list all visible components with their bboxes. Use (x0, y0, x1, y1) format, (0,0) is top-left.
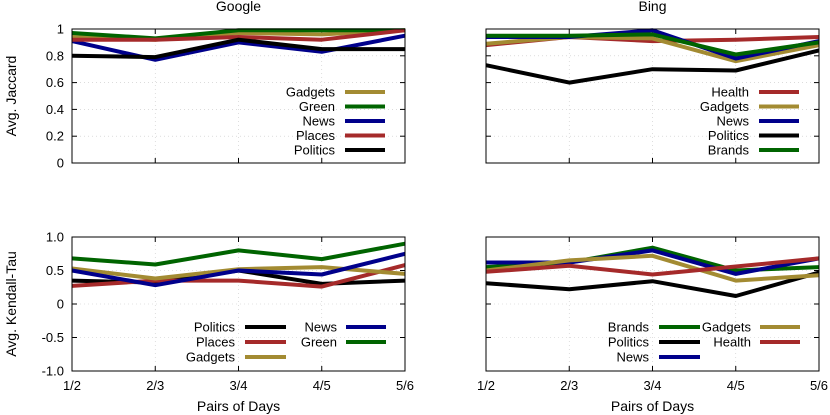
panel-3-x-tick-label: 3/4 (229, 378, 247, 393)
panel-3-series-green-line (71, 241, 406, 267)
panel-1-series-places-line (72, 28, 406, 42)
panel-3-legend-label: Gadgets (186, 350, 236, 365)
panel-3-y-tick-label: -0.5 (42, 330, 64, 345)
panel-4-plot-frame (485, 236, 820, 372)
panel-3-y-tick-label: 1.0 (46, 230, 64, 245)
panel-4-legend-label: Gadgets (702, 320, 752, 335)
panel-3-y-tick-label: 0 (57, 297, 64, 312)
panel-4-series-gadgets-line (485, 253, 820, 283)
panel-1-legend-label: Politics (294, 143, 336, 158)
panel-1-series-green-line (71, 28, 405, 41)
panel-1-legend-label: Places (296, 128, 336, 143)
panel-4-legend-label: Health (713, 335, 751, 350)
x-axis-label-right: Pairs of Days (611, 398, 694, 414)
panel-2-legend-label: Gadgets (700, 99, 750, 114)
panel-2-legend-label: Brands (708, 143, 750, 158)
panel-3-x-tick-label: 5/6 (396, 378, 414, 393)
panel-4-legend-label: Brands (608, 320, 650, 335)
panel-4-x-tick-label: 1/2 (477, 378, 495, 393)
panel-4-series-politics-line (485, 270, 820, 298)
panel-2-legend-label: Politics (708, 128, 750, 143)
panel-4-legend-label: News (616, 350, 649, 365)
panel-2-series-gadgets-line (485, 35, 820, 64)
panel-2-legend-label: Health (711, 85, 749, 100)
panel-3-y-tick-label: -1.0 (42, 364, 64, 379)
panel-1-y-tick-label: 0.4 (46, 102, 64, 117)
panel-3-legend-label: Politics (194, 320, 236, 335)
panel-3-y-tick-label: 0.5 (46, 263, 64, 278)
panel-3-x-tick-label: 4/5 (313, 378, 331, 393)
panel-3-legend-label: Places (196, 335, 236, 350)
panel-2-series-brands-line (486, 32, 820, 57)
panel-4-x-tick-label: 4/5 (727, 378, 745, 393)
panel-1-y-tick-label: 1 (57, 22, 64, 37)
panel-2-title: Bing (638, 0, 666, 14)
panel-3-legend-label: Green (301, 335, 337, 350)
panel-3-plot-frame (71, 236, 406, 372)
panel-3-x-tick-label: 2/3 (146, 378, 164, 393)
panel-3-y-axis-label: Avg. Kendall-Tau (3, 251, 19, 357)
panel-2-series-politics-line (485, 48, 820, 85)
panel-1-series-news-line (71, 33, 406, 62)
panel-2-plot-frame (485, 28, 820, 164)
panel-1-legend-label: Green (299, 99, 335, 114)
panel-2-legend-label: News (716, 114, 749, 129)
panel-1-legend-label: Gadgets (286, 85, 336, 100)
panel-1-plot-frame (71, 28, 406, 164)
panel-1-title: Google (216, 0, 261, 14)
panel-4-x-tick-label: 3/4 (643, 378, 661, 393)
panel-4-series-health-line (485, 256, 820, 277)
panel-3-legend-label: News (304, 320, 337, 335)
panel-1-y-tick-label: 0.2 (46, 129, 64, 144)
panel-3-series-places-line (71, 263, 406, 289)
x-axis-label-left: Pairs of Days (197, 398, 280, 414)
panel-1-y-tick-label: 0 (57, 156, 64, 171)
panel-1-y-axis-label: Avg. Jaccard (3, 56, 19, 137)
panel-4-x-tick-label: 2/3 (560, 378, 578, 393)
panel-1-y-tick-label: 0.8 (46, 48, 64, 63)
panel-1-legend-label: News (302, 114, 335, 129)
panel-3-series-news-line (71, 251, 406, 288)
panel-4-x-tick-label: 5/6 (810, 378, 828, 393)
panel-1-series-politics-line (71, 37, 405, 60)
panel-4-legend-label: Politics (608, 335, 650, 350)
panel-1-y-tick-label: 0.6 (46, 75, 64, 90)
panel-3-x-tick-label: 1/2 (63, 378, 81, 393)
